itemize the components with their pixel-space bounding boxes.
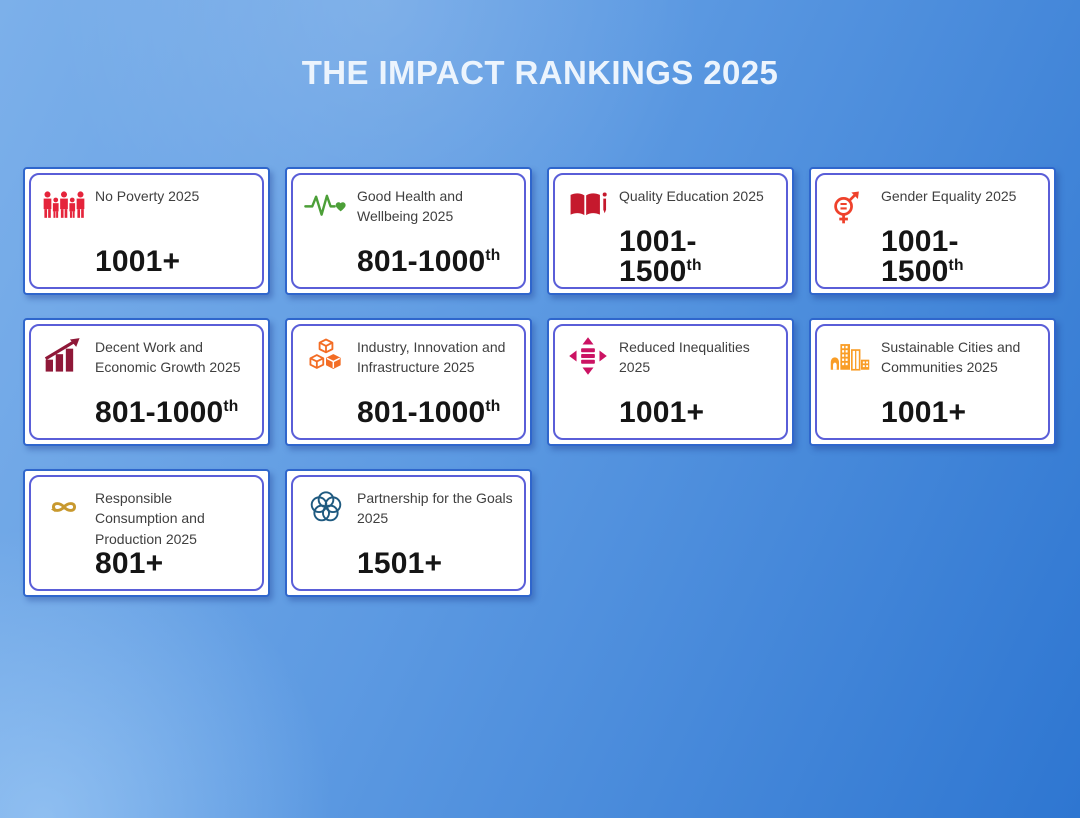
ranking-card-inner: Sustainable Cities and Communities 2025 … <box>815 324 1050 440</box>
card-header: Industry, Innovation and Infrastructure … <box>304 334 516 378</box>
ranking-card-partnership-goals: Partnership for the Goals 2025 1501+ <box>285 469 532 597</box>
ranking-card-no-poverty: No Poverty 2025 1001+ <box>23 167 270 295</box>
rank-value-suffix: th <box>686 257 702 274</box>
ranking-card-inner: Good Health and Wellbeing 2025 801-1000t… <box>291 173 526 289</box>
card-label: Reduced Inequalities 2025 <box>619 339 750 376</box>
card-label: Industry, Innovation and Infrastructure … <box>357 339 506 376</box>
ranking-card-inner: Decent Work and Economic Growth 2025 801… <box>29 324 264 440</box>
card-label: Sustainable Cities and Communities 2025 <box>881 339 1021 376</box>
rank-value-main: 1001+ <box>881 396 967 429</box>
ranking-card-good-health: Good Health and Wellbeing 2025 801-1000t… <box>285 167 532 295</box>
card-label: Partnership for the Goals 2025 <box>357 490 513 527</box>
card-header: Gender Equality 2025 <box>828 183 1040 227</box>
ranking-card-inner: Responsible Consumption and Production 2… <box>29 475 264 591</box>
page-title: THE IMPACT RANKINGS 2025 <box>301 54 779 91</box>
quality-education-icon <box>566 183 610 227</box>
ranking-card-responsible-consumption: Responsible Consumption and Production 2… <box>23 469 270 597</box>
ranking-card-inner: No Poverty 2025 1001+ <box>29 173 264 289</box>
partnership-goals-icon <box>304 485 348 529</box>
good-health-icon <box>304 183 348 227</box>
card-rank-value: 1001+ <box>881 398 1040 431</box>
card-rank-value: 1001-1500th <box>881 227 1040 290</box>
card-header: Sustainable Cities and Communities 2025 <box>828 334 1040 378</box>
ranking-card-reduced-inequalities: Reduced Inequalities 2025 1001+ <box>547 318 794 446</box>
card-rank-value: 801-1000th <box>357 398 516 431</box>
card-label: Quality Education 2025 <box>619 188 764 204</box>
card-header: Partnership for the Goals 2025 <box>304 485 516 529</box>
ranking-card-inner: Industry, Innovation and Infrastructure … <box>291 324 526 440</box>
rank-value-suffix: th <box>485 247 501 264</box>
responsible-consumption-icon <box>42 485 86 529</box>
card-header: Good Health and Wellbeing 2025 <box>304 183 516 227</box>
ranking-card-quality-education: Quality Education 2025 1001-1500th <box>547 167 794 295</box>
card-header: Decent Work and Economic Growth 2025 <box>42 334 254 378</box>
rank-value-main: 1501+ <box>357 547 443 580</box>
card-rank-value: 1001-1500th <box>619 227 778 290</box>
ranking-card-decent-work: Decent Work and Economic Growth 2025 801… <box>23 318 270 446</box>
decent-work-icon <box>42 334 86 378</box>
ranking-card-sustainable-cities: Sustainable Cities and Communities 2025 … <box>809 318 1056 446</box>
reduced-inequalities-icon <box>566 334 610 378</box>
card-rank-value: 1001+ <box>95 247 254 280</box>
card-header: Responsible Consumption and Production 2… <box>42 485 254 549</box>
industry-innovation-icon <box>304 334 348 378</box>
impact-rankings-poster: THE IMPACT RANKINGS 2025 No Poverty 2025… <box>0 54 1080 597</box>
rank-value-main: 801+ <box>95 547 164 580</box>
rank-value-suffix: th <box>223 398 239 415</box>
ranking-card-inner: Reduced Inequalities 2025 1001+ <box>553 324 788 440</box>
rank-value-suffix: th <box>948 257 964 274</box>
card-label: Responsible Consumption and Production 2… <box>95 490 205 547</box>
ranking-card-gender-equality: Gender Equality 2025 1001-1500th <box>809 167 1056 295</box>
card-rank-value: 801-1000th <box>357 247 516 280</box>
card-label: Good Health and Wellbeing 2025 <box>357 188 463 225</box>
card-header: No Poverty 2025 <box>42 183 254 227</box>
card-label: Decent Work and Economic Growth 2025 <box>95 339 241 376</box>
ranking-card-industry-innovation: Industry, Innovation and Infrastructure … <box>285 318 532 446</box>
rank-value-main: 1001-1500 <box>881 225 959 288</box>
sustainable-cities-icon <box>828 334 872 378</box>
card-label: Gender Equality 2025 <box>881 188 1017 204</box>
rank-value-suffix: th <box>485 398 501 415</box>
card-rank-value: 801+ <box>95 549 254 582</box>
card-label: No Poverty 2025 <box>95 188 200 204</box>
ranking-card-inner: Partnership for the Goals 2025 1501+ <box>291 475 526 591</box>
rank-value-main: 801-1000 <box>95 396 224 429</box>
card-header: Reduced Inequalities 2025 <box>566 334 778 378</box>
card-rank-value: 1001+ <box>619 398 778 431</box>
rankings-grid: No Poverty 2025 1001+ Good Health and We… <box>23 167 1080 597</box>
no-poverty-icon <box>42 183 86 227</box>
rank-value-main: 1001+ <box>619 396 705 429</box>
ranking-card-inner: Gender Equality 2025 1001-1500th <box>815 173 1050 289</box>
rank-value-main: 1001+ <box>95 245 181 278</box>
ranking-card-inner: Quality Education 2025 1001-1500th <box>553 173 788 289</box>
rank-value-main: 1001-1500 <box>619 225 697 288</box>
card-rank-value: 1501+ <box>357 549 516 582</box>
card-rank-value: 801-1000th <box>95 398 254 431</box>
card-header: Quality Education 2025 <box>566 183 778 227</box>
rank-value-main: 801-1000 <box>357 245 486 278</box>
gender-equality-icon <box>828 183 872 227</box>
rank-value-main: 801-1000 <box>357 396 486 429</box>
